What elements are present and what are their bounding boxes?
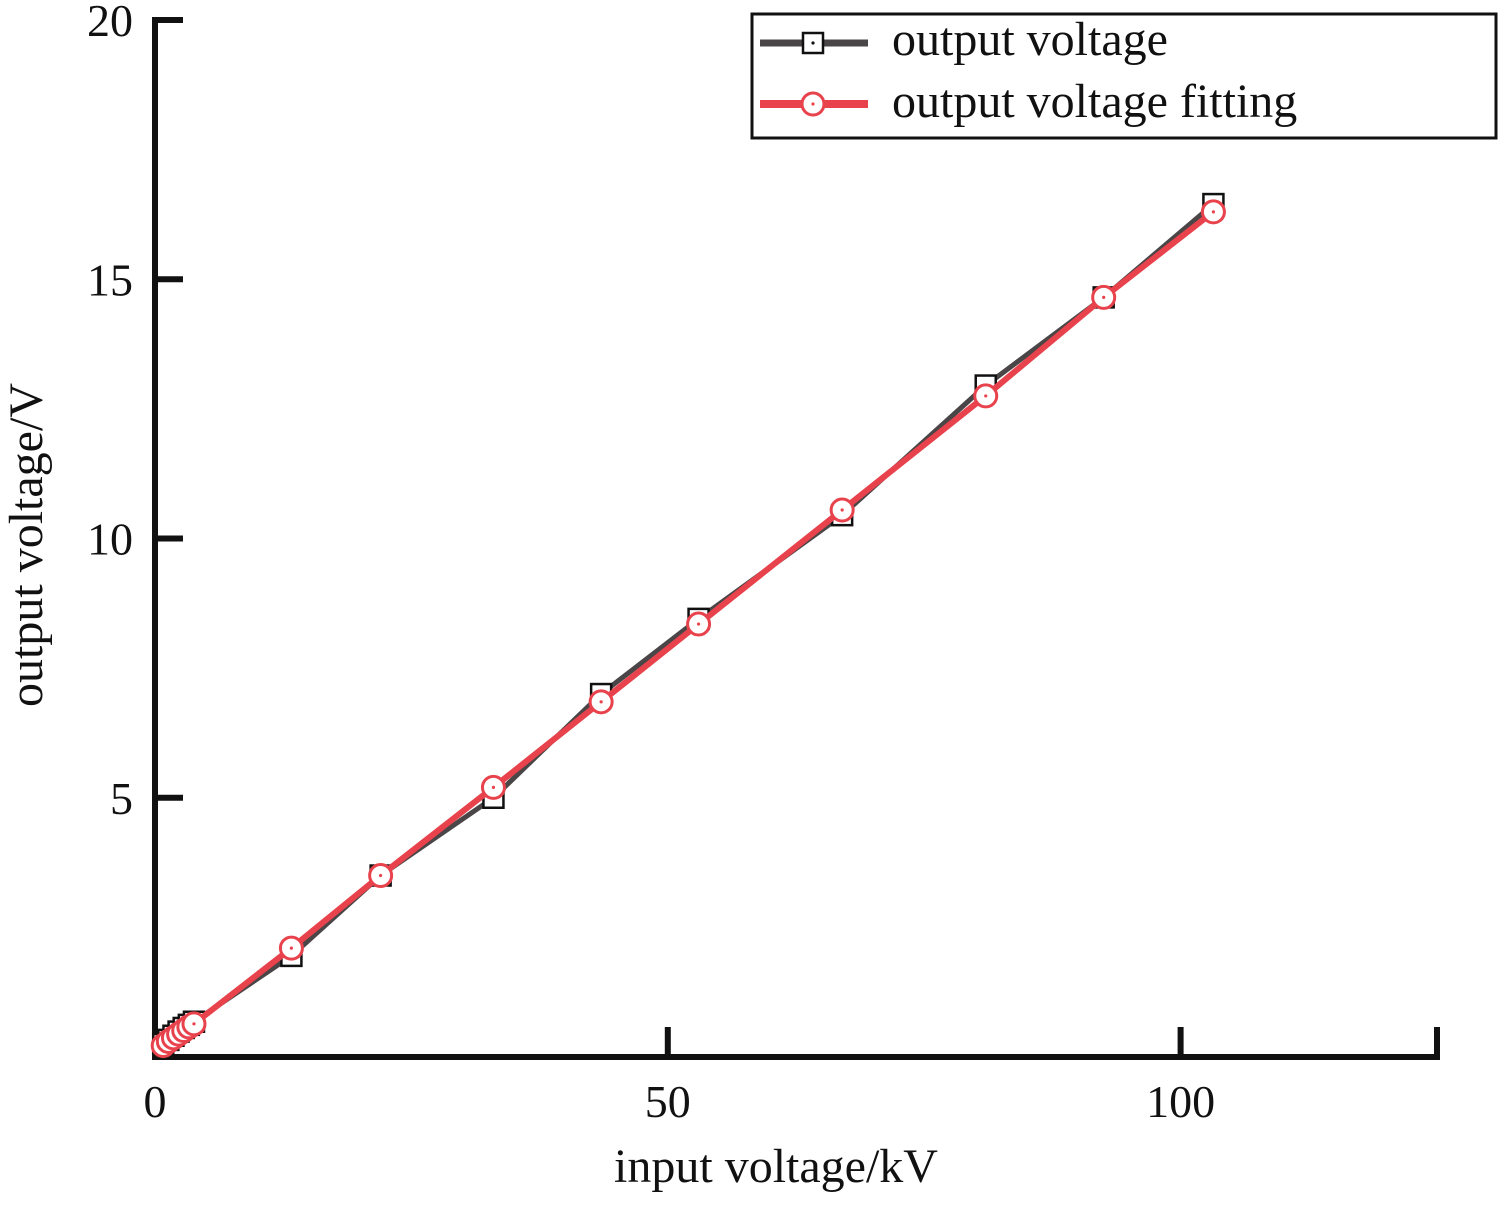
x-tick-label-0: 0 [144, 1076, 167, 1127]
x-tick-label-100: 100 [1146, 1076, 1215, 1127]
data-point-circle-dot [696, 622, 701, 626]
y-tick-label-20: 20 [87, 0, 133, 46]
legend-marker-circle-dot [811, 102, 815, 106]
y-axis-title: output voltage/V [0, 383, 53, 707]
data-point-circle-dot [379, 873, 383, 878]
legend-items [760, 31, 868, 117]
series-layer [150, 192, 1226, 1059]
legend-box [750, 12, 1498, 140]
legend-label-output-voltage: output voltage [892, 13, 1168, 66]
legend-label-output-voltage-fitting: output voltage fitting [892, 75, 1297, 128]
x-axis-title: input voltage/kV [614, 1140, 938, 1193]
data-point-circle-dot [984, 394, 988, 398]
legend-item-output-voltage [760, 31, 868, 55]
y-tick-label-15: 15 [87, 254, 133, 305]
data-point-circle-dot [289, 946, 294, 950]
data-point-circle-dot [1102, 295, 1106, 299]
legend-marker-square-dot [811, 41, 815, 45]
axes: 0 50 100 5 10 15 20 [87, 0, 1440, 1127]
x-tick-label-50: 50 [645, 1076, 691, 1127]
y-tick-label-5: 5 [110, 773, 133, 824]
y-tick-label-10: 10 [87, 514, 133, 565]
data-point-circle-dot [491, 785, 496, 789]
series-output-voltage-fitting [150, 199, 1226, 1059]
data-point-circle-dot [599, 700, 603, 704]
legend-item-output-voltage-fitting [760, 91, 868, 117]
data-point-circle-dot [192, 1022, 196, 1026]
data-point-circle-dot [1211, 210, 1216, 214]
legend: output voltage output voltage fitting [750, 12, 1498, 140]
data-point-circle-dot [840, 508, 844, 512]
